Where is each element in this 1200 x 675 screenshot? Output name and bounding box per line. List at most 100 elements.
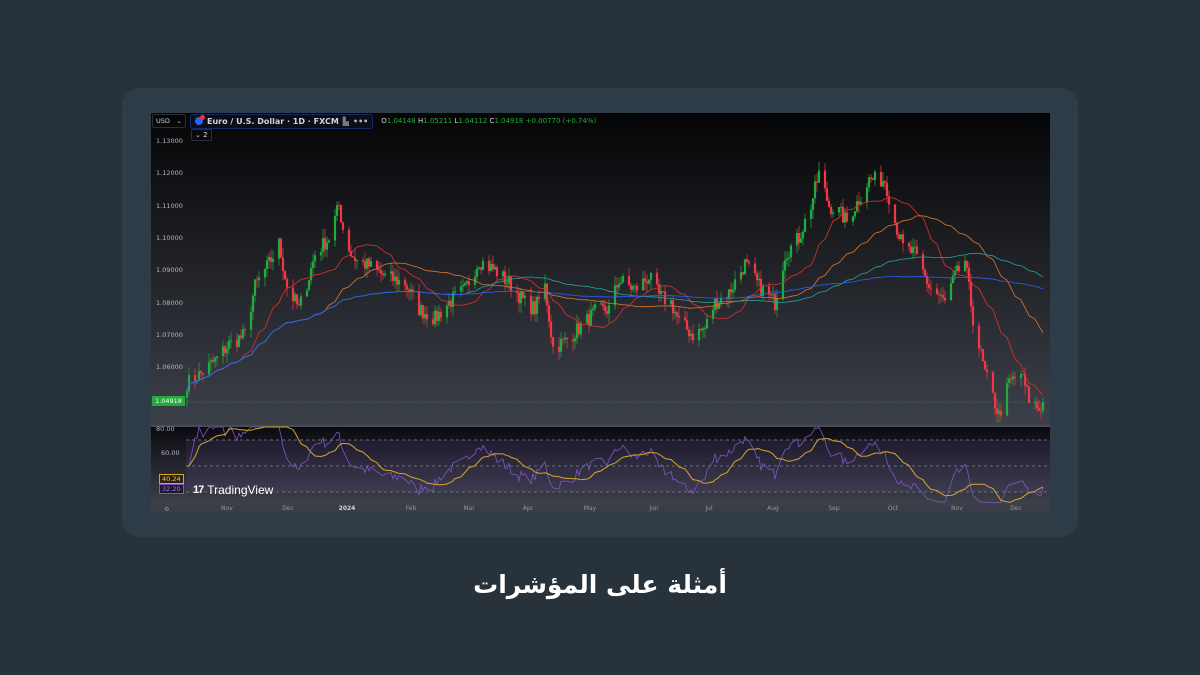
candle-body <box>645 281 649 284</box>
candle-body <box>235 340 239 347</box>
candle-body <box>269 257 273 262</box>
candle-body <box>565 337 569 340</box>
candle-body <box>223 346 227 354</box>
candle-body <box>307 280 311 291</box>
candle-body <box>845 212 849 222</box>
candle-body <box>337 205 341 207</box>
candle-body <box>985 369 989 373</box>
candle-body <box>281 257 285 271</box>
candle-body <box>293 294 297 301</box>
time-axis-label: Sep <box>828 505 840 512</box>
candle-body <box>321 238 325 253</box>
moving-average-50-line <box>186 215 1044 392</box>
candle-body <box>363 261 367 269</box>
candle-body <box>885 182 889 197</box>
candle-body <box>981 349 985 362</box>
candle-body <box>789 245 793 258</box>
candle-body <box>941 294 945 298</box>
candle-body <box>531 301 535 315</box>
candle-body <box>927 284 931 288</box>
candle-body <box>1007 378 1011 383</box>
candle-body <box>577 323 581 335</box>
candle-body <box>535 296 539 314</box>
candle-body <box>733 279 737 290</box>
candle-body <box>839 206 843 208</box>
candle-body <box>647 279 651 284</box>
rsi-axis-label: 80.00 <box>156 425 175 433</box>
candle-body <box>1027 386 1031 404</box>
candle-body <box>305 290 309 297</box>
chart-canvas[interactable] <box>151 113 1050 513</box>
candle-body <box>361 259 365 262</box>
candle-body <box>265 260 269 269</box>
candle-body <box>841 206 845 223</box>
candle-body <box>563 337 567 340</box>
candle-body <box>439 311 443 318</box>
candle-body <box>431 319 435 325</box>
candle-body <box>241 329 245 338</box>
candle-body <box>771 294 775 295</box>
price-axis-label: 1.07000 <box>156 330 183 339</box>
candle-body <box>869 177 873 179</box>
candle-body <box>529 295 533 315</box>
more-icon[interactable]: ••• <box>352 116 369 126</box>
candle-body <box>843 212 847 223</box>
candle-body <box>1009 378 1013 380</box>
candle-body <box>341 222 345 230</box>
candle-body <box>755 273 759 281</box>
candle-body <box>1025 385 1029 387</box>
time-axis-label: Dec <box>282 505 294 512</box>
candle-body <box>549 321 553 338</box>
candle-body <box>243 329 247 330</box>
ohlc-values: O1.04148 H1.05211 L1.04112 C1.04918 +0.0… <box>381 117 597 125</box>
candle-body <box>435 310 439 321</box>
candle-body <box>879 171 883 187</box>
tradingview-watermark[interactable]: 17 TradingView <box>193 483 273 497</box>
high-value: 1.05211 <box>423 117 453 125</box>
candle-body <box>671 300 675 314</box>
candle-body <box>949 283 953 301</box>
collapse-indicators-button[interactable]: ⌄ 2 <box>191 129 212 141</box>
candle-body <box>965 260 969 268</box>
candle-body <box>1005 382 1009 416</box>
time-axis[interactable] <box>151 505 1050 513</box>
settings-icon[interactable]: ⚙ <box>164 506 170 513</box>
candle-body <box>865 187 869 203</box>
candle-body <box>257 277 261 281</box>
candle-body <box>631 286 635 290</box>
symbol-legend[interactable]: Euro / U.S. Dollar · 1D · FXCM ▙ ••• <box>190 113 374 129</box>
candle-body <box>467 281 471 285</box>
candle-body <box>785 258 789 261</box>
candle-body <box>873 171 877 181</box>
candle-body <box>853 211 857 217</box>
candle-body <box>521 290 525 298</box>
candle-body <box>899 234 903 239</box>
flag-icon[interactable]: ▙ <box>342 116 349 126</box>
candle-body <box>201 373 205 375</box>
candle-body <box>993 392 997 409</box>
candle-body <box>811 198 815 210</box>
candle-body <box>347 229 351 252</box>
candle-body <box>607 305 611 314</box>
candle-body <box>1041 402 1045 411</box>
candle-body <box>523 295 527 298</box>
candle-body <box>633 285 637 287</box>
candle-body <box>757 278 761 281</box>
candle-body <box>603 306 607 312</box>
candle-body <box>575 323 579 339</box>
candle-body <box>1021 374 1025 375</box>
candle-body <box>935 288 939 295</box>
candle-body <box>319 252 323 256</box>
currency-select[interactable]: USD ⌄ <box>152 114 186 128</box>
candle-body <box>325 242 329 250</box>
rsi-line <box>187 425 1044 503</box>
candle-body <box>279 238 283 258</box>
close-value: 1.04918 <box>494 117 524 125</box>
candle-body <box>685 320 689 330</box>
candle-body <box>533 301 537 314</box>
tradingview-chart[interactable]: USD ⌄ Euro / U.S. Dollar · 1D · FXCM ▙ ••… <box>151 113 1050 513</box>
candle-body <box>327 240 331 243</box>
candle-body <box>691 333 695 341</box>
pane-separator[interactable] <box>151 425 1050 427</box>
candle-body <box>831 212 835 214</box>
